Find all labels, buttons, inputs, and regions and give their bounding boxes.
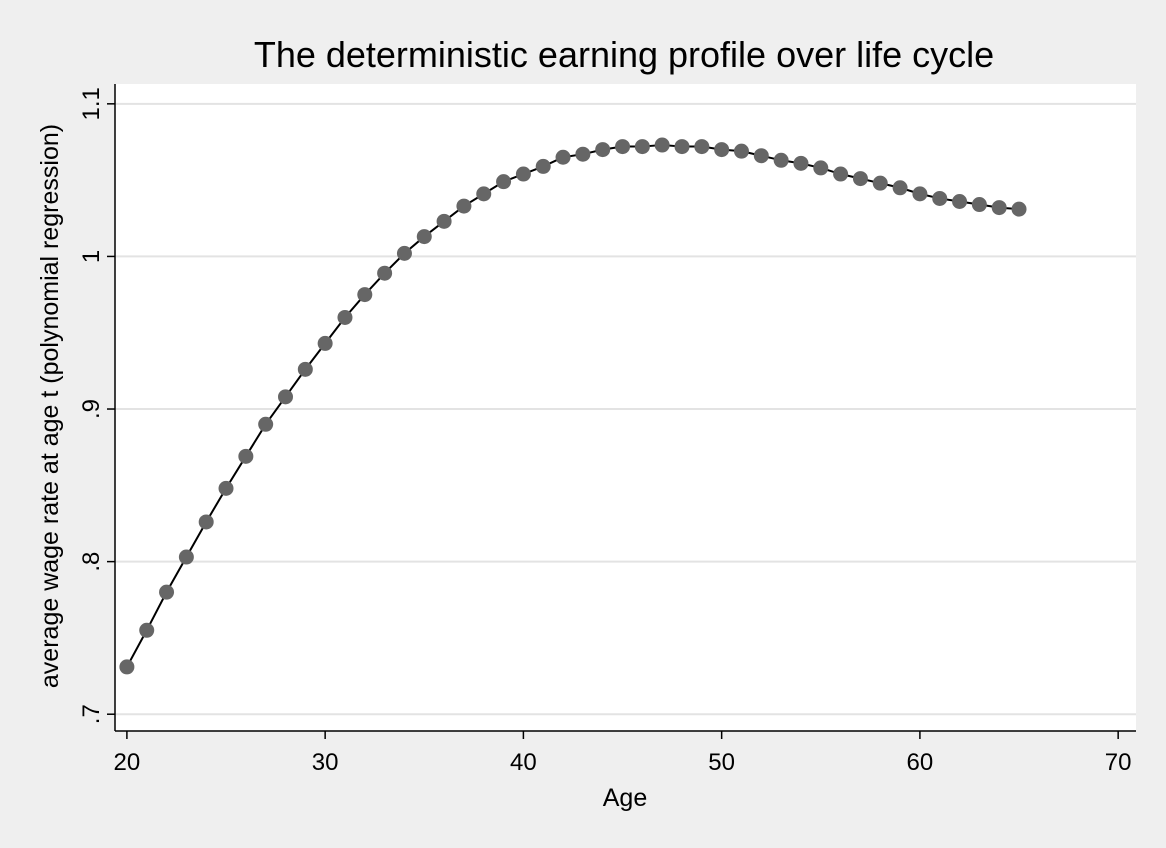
y-tick-label-4: 1.1 xyxy=(78,87,105,120)
data-point-56 xyxy=(833,166,849,182)
data-point-37 xyxy=(456,198,472,214)
data-point-58 xyxy=(872,175,888,191)
data-point-36 xyxy=(436,213,452,229)
data-point-31 xyxy=(337,309,353,325)
data-point-41 xyxy=(535,158,551,174)
x-tick-label-2: 40 xyxy=(510,749,537,776)
data-point-64 xyxy=(991,200,1007,216)
data-point-65 xyxy=(1011,201,1027,217)
data-point-53 xyxy=(773,152,789,168)
data-point-29 xyxy=(297,361,313,377)
data-point-33 xyxy=(377,265,393,281)
data-point-63 xyxy=(971,197,987,213)
data-point-46 xyxy=(634,139,650,155)
data-point-49 xyxy=(694,139,710,155)
data-point-26 xyxy=(238,448,254,464)
data-point-30 xyxy=(317,335,333,351)
data-point-38 xyxy=(476,186,492,202)
x-tick-label-0: 20 xyxy=(114,749,141,776)
data-point-35 xyxy=(416,229,432,245)
gridlines xyxy=(115,102,1136,716)
data-point-27 xyxy=(258,416,274,432)
data-point-62 xyxy=(952,193,968,209)
x-tick-label-1: 30 xyxy=(312,749,339,776)
data-point-24 xyxy=(198,514,214,530)
data-point-21 xyxy=(139,622,155,638)
data-point-57 xyxy=(852,171,868,187)
series-line xyxy=(126,144,1020,668)
data-point-42 xyxy=(555,149,571,165)
data-point-28 xyxy=(277,389,293,405)
data-point-48 xyxy=(674,139,690,155)
tick-labels: .7 .8 .9 1 1.1 20 30 40 50 60 70 xyxy=(78,87,1132,776)
data-point-50 xyxy=(714,142,730,158)
data-point-59 xyxy=(892,180,908,196)
data-point-23 xyxy=(178,549,194,565)
data-point-45 xyxy=(615,139,631,155)
data-point-55 xyxy=(813,160,829,176)
y-tick-label-1: .8 xyxy=(78,552,105,572)
y-tick-label-2: .9 xyxy=(78,399,105,419)
x-tick-label-4: 60 xyxy=(907,749,934,776)
data-point-60 xyxy=(912,186,928,202)
data-point-61 xyxy=(932,190,948,206)
data-point-22 xyxy=(159,584,175,600)
data-point-25 xyxy=(218,480,234,496)
data-points xyxy=(119,137,1027,675)
data-point-52 xyxy=(753,148,769,164)
data-point-34 xyxy=(396,245,412,261)
data-point-47 xyxy=(654,137,670,153)
x-tick-label-3: 50 xyxy=(708,749,735,776)
data-point-54 xyxy=(793,155,809,171)
y-tick-label-3: 1 xyxy=(78,250,105,263)
data-point-39 xyxy=(496,174,512,190)
data-point-51 xyxy=(733,143,749,159)
data-point-44 xyxy=(595,142,611,158)
data-point-32 xyxy=(357,287,373,303)
axes xyxy=(107,84,1136,739)
y-axis-title: average wage rate at age t (polynomial r… xyxy=(36,124,64,688)
chart-title: The deterministic earning profile over l… xyxy=(254,34,994,75)
y-tick-label-0: .7 xyxy=(78,704,105,724)
x-axis-title: Age xyxy=(603,784,647,812)
series-line-group xyxy=(126,144,1020,668)
data-point-20 xyxy=(119,659,135,675)
plot-area xyxy=(115,84,1136,731)
x-tick-label-5: 70 xyxy=(1105,749,1132,776)
data-point-40 xyxy=(515,166,531,182)
data-point-43 xyxy=(575,146,591,162)
